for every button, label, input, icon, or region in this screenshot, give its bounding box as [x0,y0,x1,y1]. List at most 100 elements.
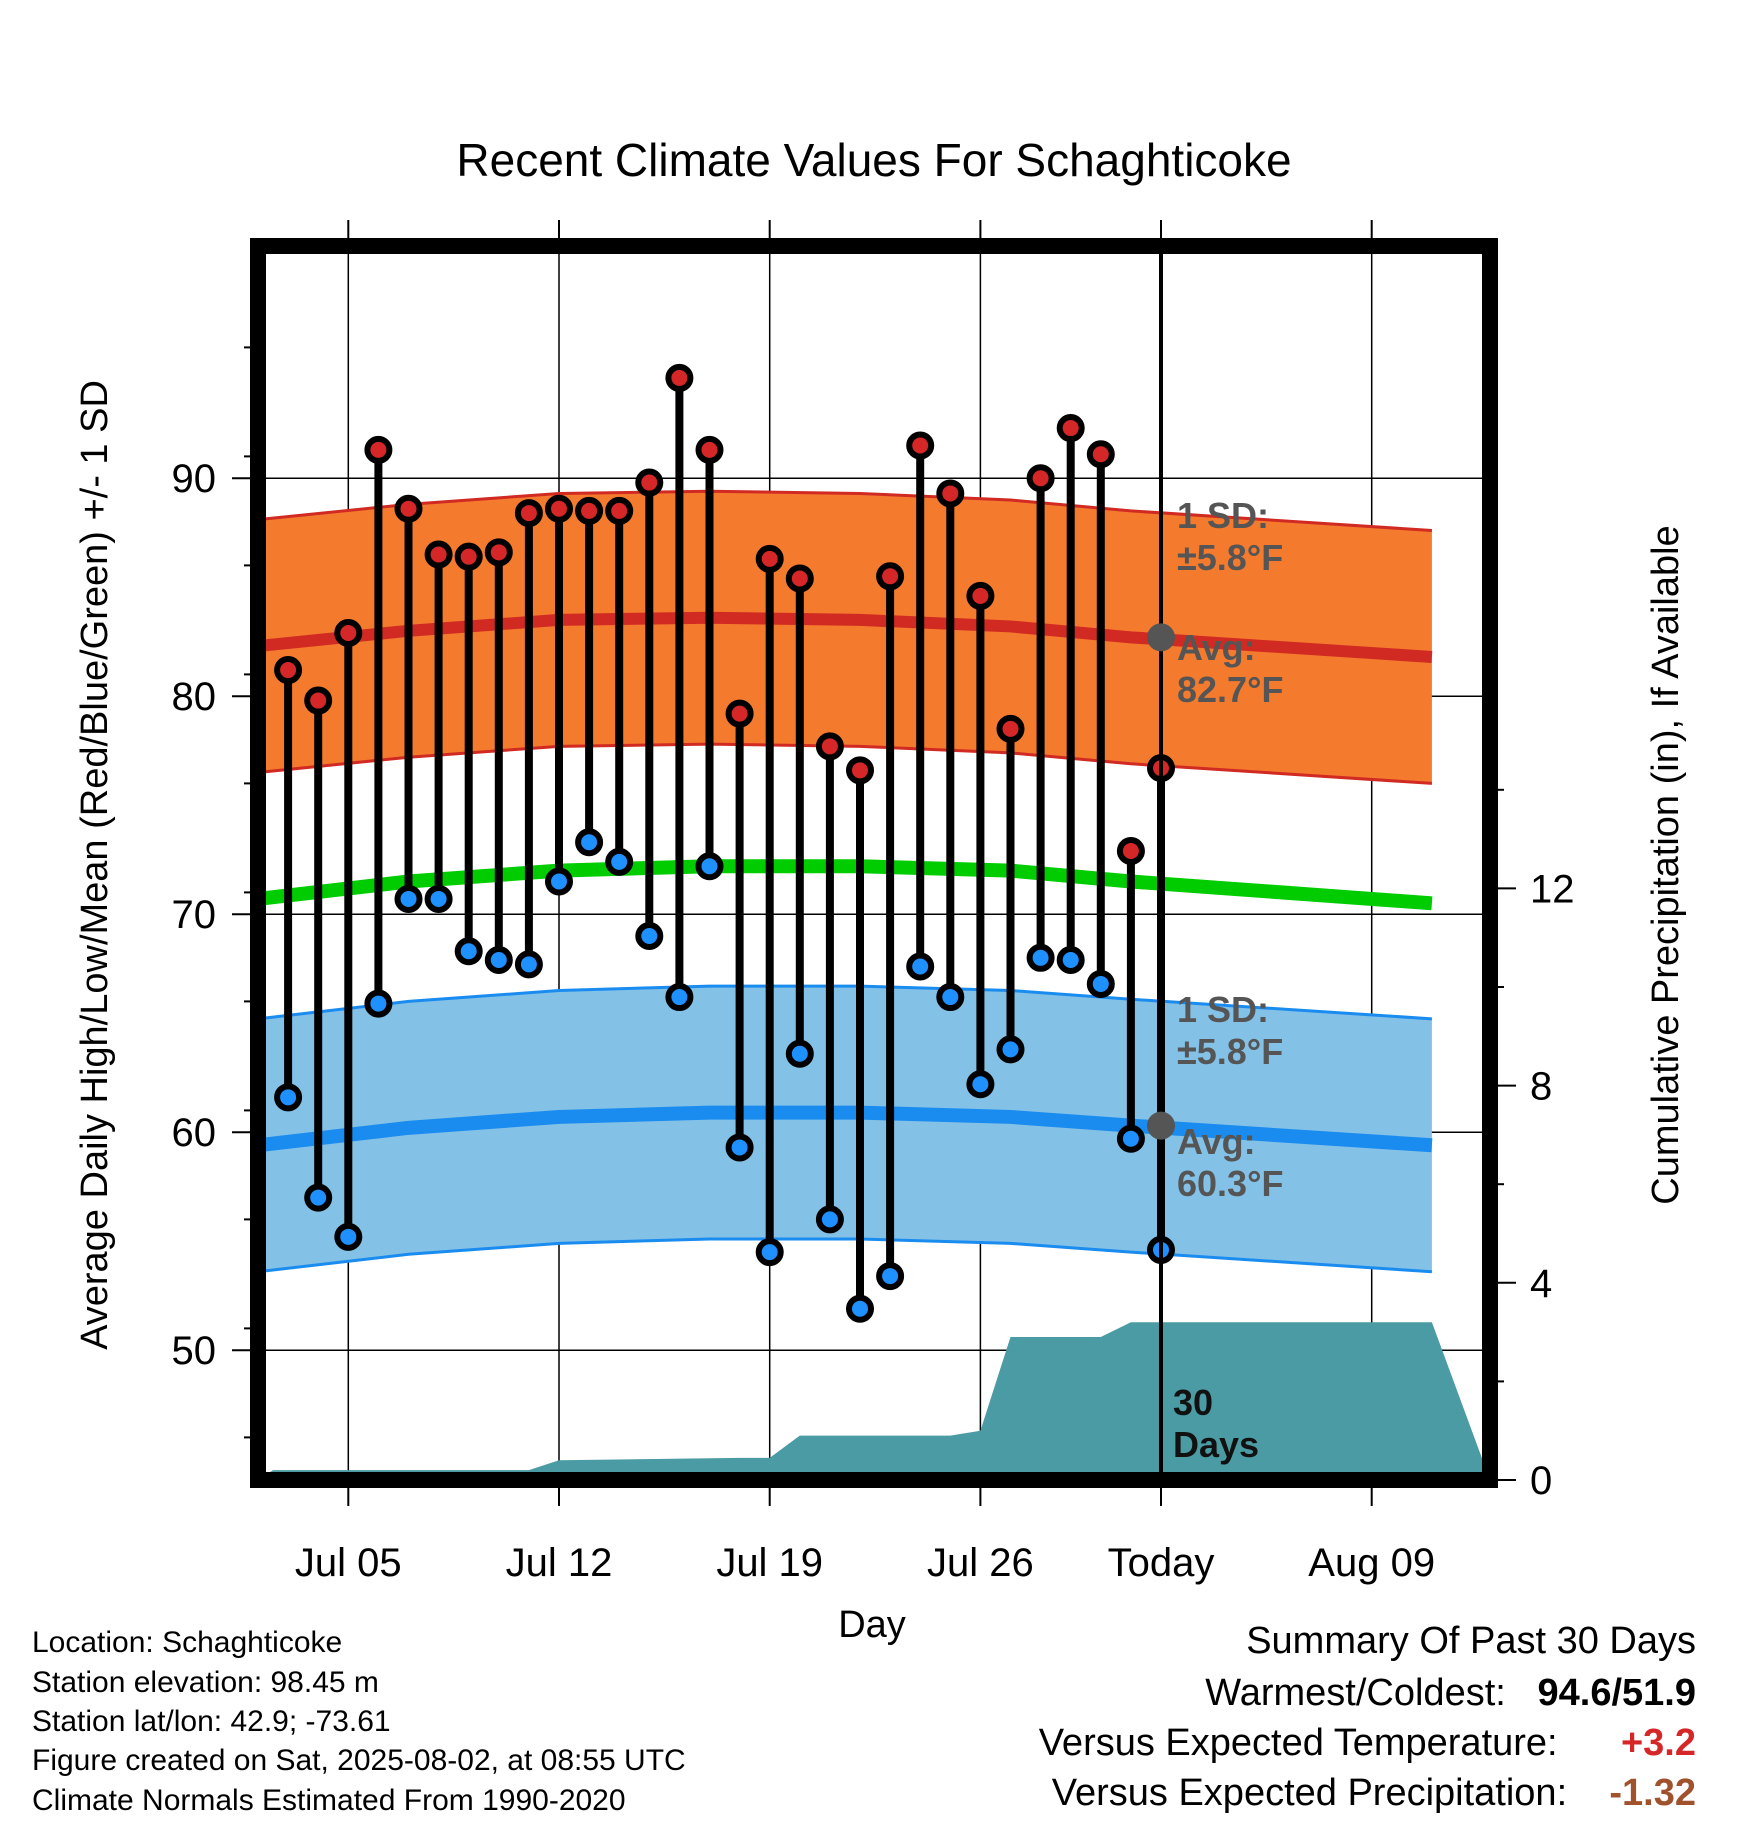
low-point [815,1205,844,1234]
x-tick-label: Jul 26 [927,1541,1034,1585]
days-label-line: Days [1173,1424,1259,1465]
summary-precip-label: Versus Expected Precipitation: [1051,1772,1568,1814]
low-point [695,852,724,881]
normal-low-line [257,1105,1433,1153]
x-tick-label: Today [1108,1541,1215,1585]
y-tick-label: 90 [172,457,217,501]
high-avg-label-line: 82.7°F [1177,669,1283,710]
low-point [454,937,483,966]
high-sd-label-line: ±5.8°F [1177,537,1283,578]
low-point [304,1183,333,1212]
summary-temp-row: Versus Expected Temperature: +3.2 [1039,1722,1696,1765]
low-point [665,983,694,1012]
high-point [274,656,303,685]
summary-temp-label: Versus Expected Temperature: [1038,1722,1558,1764]
y2-tick-label: 0 [1530,1459,1552,1503]
low-point [906,952,935,981]
high-point [304,686,333,715]
low-avg-label-line: 60.3°F [1177,1163,1283,1204]
low-point [334,1222,363,1251]
plot-frame [250,238,1498,1488]
high-point [996,714,1025,743]
y2-tick-label: 12 [1530,867,1575,911]
summary-warmest-value: 94.6/51.9 [1537,1672,1696,1714]
summary-warmest-row: Warmest/Coldest: 94.6/51.9 [1205,1672,1696,1715]
high-point [906,431,935,460]
y-tick-label: 80 [172,675,217,719]
high-sd-label-line: 1 SD: [1177,495,1269,536]
y2-tick-label: 4 [1530,1262,1552,1306]
x-tick-label: Jul 19 [716,1541,823,1585]
low-point [966,1070,995,1099]
today-high-avg-marker [1147,623,1175,652]
high-point [514,499,543,528]
x-axis-title: Day [838,1604,906,1646]
high-point [635,468,664,497]
low-sd-label: 1 SD: ±5.8°F [1177,989,1283,1072]
low-point [514,950,543,979]
summary-temp-value: +3.2 [1620,1722,1696,1764]
info-normals: Climate Normals Estimated From 1990-2020 [32,1784,626,1817]
high-point [545,494,573,523]
y-tick-label: 60 [172,1111,217,1155]
info-location: Location: Schaghticoke [32,1626,343,1659]
high-point [785,564,814,593]
high-sd-label: 1 SD: ±5.8°F [1177,495,1283,578]
y2-tick-label: 8 [1530,1065,1552,1109]
high-avg-label: Avg: 82.7°F [1177,627,1283,710]
chart-title: Recent Climate Values For Schaghticoke [456,134,1291,186]
low-sd-lower-line [257,1237,1432,1274]
high-point [876,562,905,591]
high-point [1026,464,1055,493]
low-point [274,1083,303,1112]
normal-bands [257,489,1433,1274]
normal-high-line [257,611,1433,663]
high-point [394,494,423,523]
high-point [725,699,754,728]
summary-warmest-label: Warmest/Coldest: [1205,1672,1506,1714]
high-sd-band [258,491,1432,784]
x-tick-label: Jul 12 [506,1541,613,1585]
low-point [785,1039,814,1068]
low-point [846,1294,874,1323]
high-point [364,435,393,464]
high-sd-lower-line [257,742,1432,785]
info-elevation: Station elevation: 98.45 m [32,1666,379,1699]
today-low-avg-marker [1147,1111,1175,1140]
high-point [815,732,844,761]
summary-precip-row: Versus Expected Precipitation: -1.32 [1052,1772,1696,1815]
y-tick-label: 50 [172,1329,217,1373]
summary-precip-value: -1.32 [1609,1772,1696,1814]
high-sd-upper-line [257,489,1432,533]
daily-points [274,363,1175,1323]
high-point [966,581,995,610]
precip-area [258,1322,1490,1480]
y2-axis-title: Cumulative Precipitation (in), If Availa… [1645,525,1687,1204]
y-tick-label: 70 [172,893,217,937]
summary-title: Summary Of Past 30 Days [1246,1620,1696,1662]
low-sd-label-line: 1 SD: [1177,989,1269,1030]
high-point [1086,440,1115,469]
x-tick-label: Aug 09 [1308,1541,1435,1585]
high-point [454,542,483,571]
low-point [424,884,453,913]
high-point [484,538,513,567]
low-point [725,1133,754,1162]
low-point [876,1262,905,1291]
low-sd-label-line: ±5.8°F [1177,1031,1283,1072]
high-point [665,363,694,392]
y-axis-title: Average Daily High/Low/Mean (Red/Blue/Gr… [74,380,116,1350]
high-point [695,435,724,464]
info-latlon: Station lat/lon: 42.9; -73.61 [32,1705,391,1738]
high-point [1056,414,1085,443]
normal-mean-line [257,859,1433,911]
plot-border [250,238,1498,1488]
high-point [575,496,604,525]
low-point [1056,945,1085,974]
low-avg-label-line: Avg: [1177,1121,1256,1162]
low-point [1086,969,1115,998]
high-point [605,496,634,525]
high-point [755,544,784,573]
